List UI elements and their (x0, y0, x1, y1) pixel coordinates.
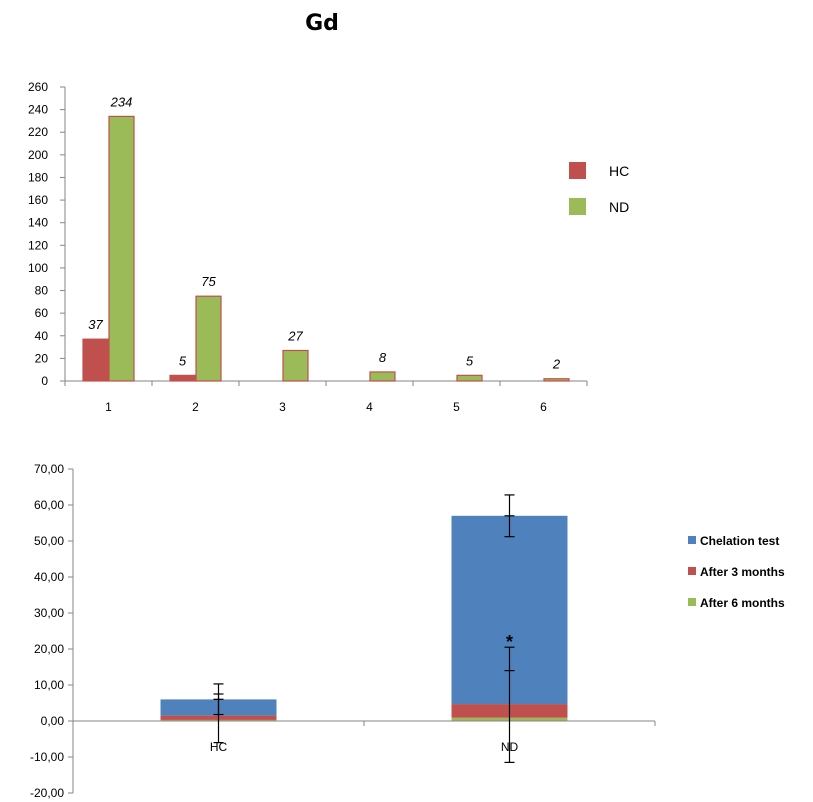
y-tick-label: 160 (28, 193, 48, 207)
significance-asterisk: * (506, 632, 513, 652)
stacked-bar-chart: 70,00 60,00 50,00 40,00 30,00 20,00 10,00 0,00 -… (30, 462, 785, 800)
figure-title: Gd (305, 11, 339, 36)
y-tick-label: 180 (28, 170, 48, 184)
y-tick-label: 60,00 (34, 498, 64, 512)
y-tick-label: 220 (28, 125, 48, 139)
data-label: 234 (110, 94, 133, 109)
data-label: 5 (179, 353, 187, 368)
y-tick-label: 80 (35, 284, 49, 298)
y-tick-label: 0,00 (41, 714, 65, 728)
nd-bar (195, 295, 222, 382)
nd-bar (456, 374, 483, 382)
y-tick-label: 20 (35, 351, 49, 365)
y-tick-label: 10,00 (34, 678, 64, 692)
legend-label: ND (609, 199, 629, 215)
x-tick-label: 5 (453, 400, 460, 414)
y-tick-label: 50,00 (34, 534, 64, 548)
legend-label: HC (609, 163, 629, 179)
legend-swatch (569, 198, 586, 215)
y-tick-label: 0 (41, 374, 48, 388)
nd-bar (543, 378, 570, 382)
legend-swatch (569, 162, 586, 179)
x-tick-label: 1 (105, 400, 112, 414)
y-tick-label: 240 (28, 103, 48, 117)
hc-bar (169, 374, 196, 382)
data-label: 2 (552, 357, 561, 372)
nd-bar (369, 371, 396, 382)
nd-bar (108, 115, 135, 382)
x-tick-label: HC (210, 740, 228, 754)
data-label: 8 (379, 350, 387, 365)
data-label: 27 (287, 328, 303, 343)
y-tick-label: 40,00 (34, 570, 64, 584)
y-tick-label: 140 (28, 216, 48, 230)
hc-bar (82, 338, 109, 382)
y-tick-label: -10,00 (30, 750, 64, 764)
data-label: 75 (201, 274, 216, 289)
legend-swatch (688, 567, 696, 575)
x-tick-label: 4 (366, 400, 373, 414)
legend-label: After 6 months (700, 596, 785, 610)
legend-label: Chelation test (700, 534, 779, 548)
x-tick-label: 2 (192, 400, 199, 414)
x-tick-label: ND (501, 740, 519, 754)
y-tick-label: 260 (28, 80, 48, 94)
x-tick-label: 6 (540, 400, 547, 414)
data-label: 5 (466, 353, 474, 368)
y-tick-label: 120 (28, 238, 48, 252)
x-tick-label: 3 (279, 400, 286, 414)
y-tick-label: -20,00 (30, 786, 64, 800)
data-label: 37 (88, 317, 103, 332)
legend-swatch (688, 598, 696, 606)
y-tick-label: 200 (28, 148, 48, 162)
y-tick-label: 60 (35, 306, 49, 320)
y-tick-label: 40 (35, 329, 49, 343)
legend-label: After 3 months (700, 565, 785, 579)
y-tick-label: 70,00 (34, 462, 64, 476)
y-tick-label: 20,00 (34, 642, 64, 656)
legend-swatch (688, 536, 696, 544)
nd-bar (282, 349, 309, 382)
y-tick-label: 30,00 (34, 606, 64, 620)
y-tick-label: 100 (28, 261, 48, 275)
